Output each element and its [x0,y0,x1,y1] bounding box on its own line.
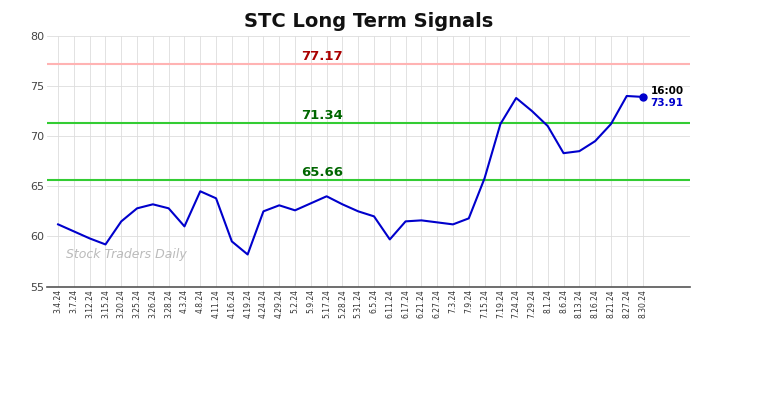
Text: 71.34: 71.34 [301,109,343,122]
Text: 16:00: 16:00 [651,86,684,96]
Text: 77.17: 77.17 [301,50,343,63]
Title: STC Long Term Signals: STC Long Term Signals [244,12,493,31]
Text: 65.66: 65.66 [301,166,343,179]
Text: 73.91: 73.91 [651,98,684,108]
Text: Stock Traders Daily: Stock Traders Daily [67,248,187,261]
